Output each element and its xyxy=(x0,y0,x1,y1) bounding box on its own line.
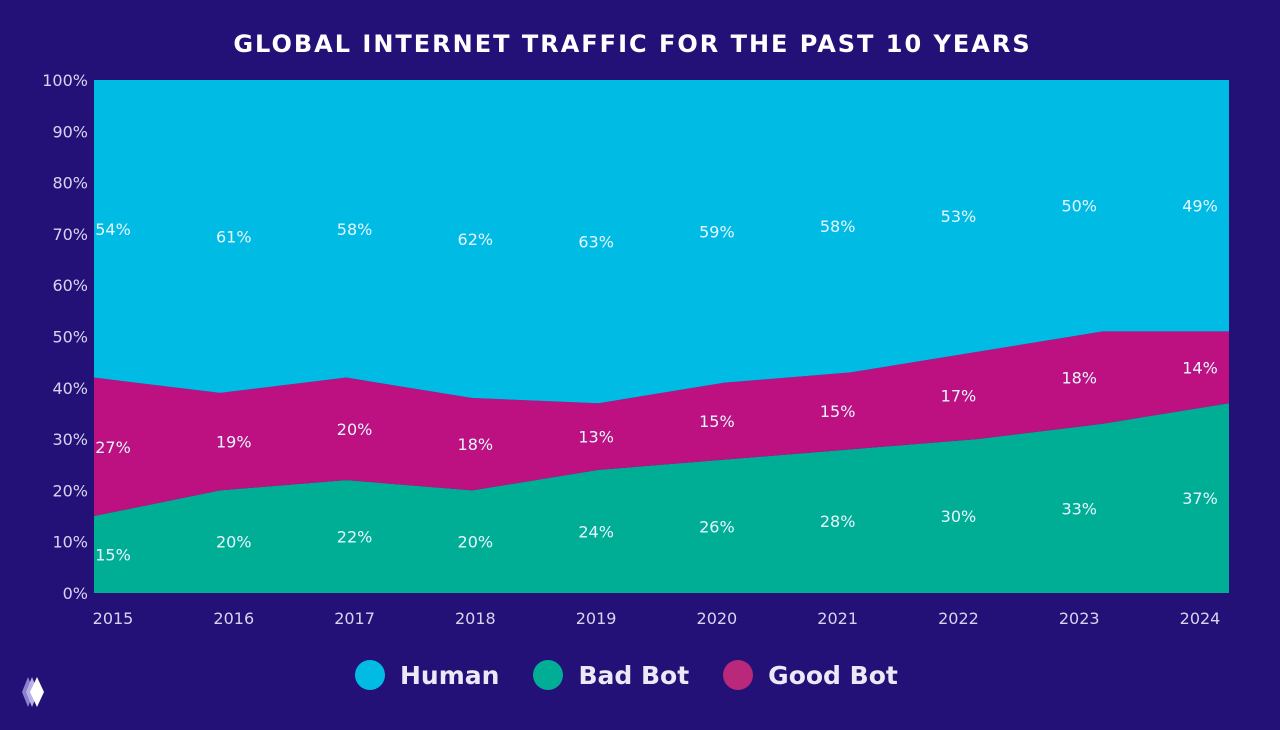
legend-swatch-human xyxy=(355,660,385,690)
chart-title: GLOBAL INTERNET TRAFFIC FOR THE PAST 10 … xyxy=(233,30,1032,58)
y-tick-label: 100% xyxy=(42,71,88,90)
data-label: 15% xyxy=(820,402,856,421)
data-label: 58% xyxy=(337,220,373,239)
area-human xyxy=(94,80,1229,404)
legend-item-human: Human xyxy=(355,660,499,690)
data-label: 63% xyxy=(578,233,614,252)
data-label: 22% xyxy=(337,528,373,547)
data-label: 15% xyxy=(699,412,735,431)
x-tick-label: 2017 xyxy=(334,609,375,628)
legend: Human Bad Bot Good Bot xyxy=(355,660,932,690)
data-label: 53% xyxy=(941,207,977,226)
y-tick-label: 30% xyxy=(52,430,88,449)
stacked-area-chart: 15% 20% 22% 20% 24% 26% 28% 30% 33% 37% 27% 19% 20% 1… xyxy=(42,71,1229,628)
y-tick-label: 90% xyxy=(52,122,88,141)
data-label: 62% xyxy=(458,230,494,249)
data-label: 13% xyxy=(578,428,614,447)
data-label: 37% xyxy=(1182,489,1218,508)
data-label: 20% xyxy=(458,533,494,552)
x-tick-label: 2023 xyxy=(1059,609,1100,628)
y-tick-label: 50% xyxy=(52,328,88,347)
x-tick-label: 2024 xyxy=(1180,609,1221,628)
x-tick-label: 2016 xyxy=(213,609,254,628)
data-label: 24% xyxy=(578,522,614,541)
legend-swatch-bad-bot xyxy=(533,660,564,690)
y-tick-label: 80% xyxy=(52,174,88,193)
x-tick-label: 2021 xyxy=(817,609,858,628)
data-label: 33% xyxy=(1061,499,1097,518)
legend-swatch-good-bot xyxy=(723,660,754,690)
data-label: 18% xyxy=(458,435,494,454)
data-label: 20% xyxy=(216,533,252,552)
data-label: 59% xyxy=(699,222,735,241)
y-tick-label: 10% xyxy=(52,533,88,552)
data-label: 30% xyxy=(941,507,977,526)
y-tick-label: 40% xyxy=(52,379,88,398)
data-label: 18% xyxy=(1061,369,1097,388)
data-label: 27% xyxy=(95,438,131,457)
data-label: 19% xyxy=(216,433,252,452)
data-label: 20% xyxy=(337,420,373,439)
x-tick-label: 2022 xyxy=(938,609,979,628)
legend-label: Human xyxy=(400,660,500,690)
legend-label: Bad Bot xyxy=(578,660,690,690)
x-tick-label: 2020 xyxy=(697,609,738,628)
y-tick-label: 0% xyxy=(63,584,88,603)
data-label: 49% xyxy=(1182,197,1218,216)
data-label: 28% xyxy=(820,512,856,531)
data-label: 26% xyxy=(699,517,735,536)
data-label: 54% xyxy=(95,220,131,239)
y-tick-label: 20% xyxy=(52,481,88,500)
x-tick-label: 2018 xyxy=(455,609,496,628)
area-bad-bot xyxy=(94,403,1229,593)
data-label: 15% xyxy=(95,546,131,565)
y-tick-label: 70% xyxy=(52,225,88,244)
x-tick-label: 2015 xyxy=(93,609,134,628)
data-label: 14% xyxy=(1182,358,1218,377)
legend-label: Good Bot xyxy=(768,660,898,690)
legend-item-bad-bot: Bad Bot xyxy=(533,660,689,690)
data-label: 58% xyxy=(820,217,856,236)
brand-logo-icon xyxy=(22,677,44,707)
legend-item-good-bot: Good Bot xyxy=(723,660,898,690)
area-good-bot xyxy=(94,331,1229,517)
data-label: 50% xyxy=(1061,197,1097,216)
data-label: 61% xyxy=(216,227,252,246)
y-tick-label: 60% xyxy=(52,276,88,295)
data-label: 17% xyxy=(941,386,977,405)
x-tick-label: 2019 xyxy=(576,609,617,628)
